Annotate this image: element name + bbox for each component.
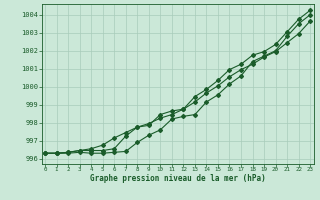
X-axis label: Graphe pression niveau de la mer (hPa): Graphe pression niveau de la mer (hPa) — [90, 174, 266, 183]
